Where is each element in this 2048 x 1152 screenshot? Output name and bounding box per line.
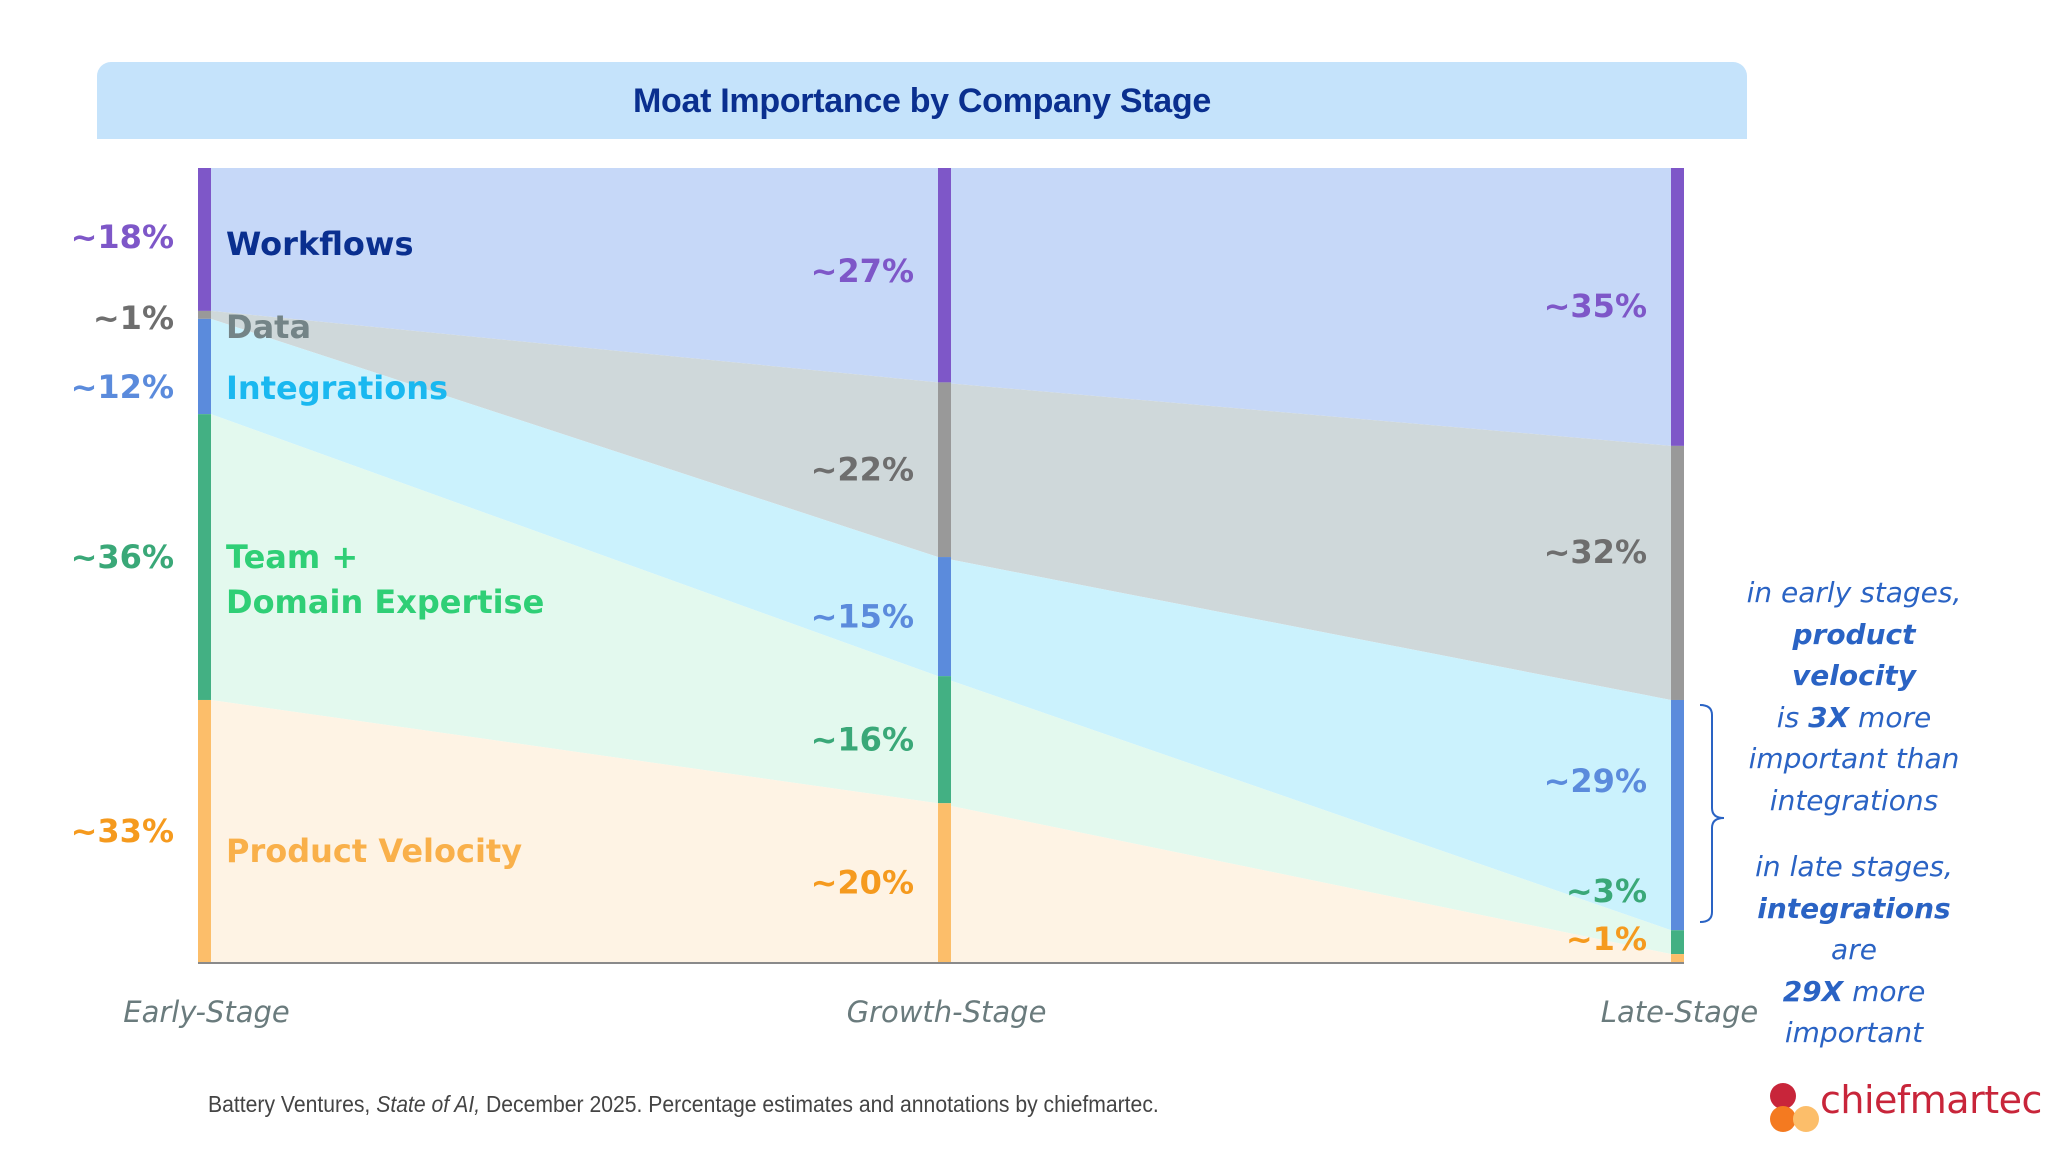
stage-label: Growth-Stage xyxy=(847,995,1047,1029)
bar-segment-late-stage-2 xyxy=(1671,699,1684,931)
series-name-label: Team + xyxy=(226,538,358,576)
title-banner: Moat Importance by Company Stage xyxy=(97,62,1747,139)
stage-labels: Early-Stage Growth-Stage Late-Stage xyxy=(123,995,1758,1029)
bar-segment-early-stage-0 xyxy=(198,168,211,311)
percent-label: ~3% xyxy=(1566,872,1647,910)
bar-segment-late-stage-1 xyxy=(1671,445,1684,700)
bar-segment-growth-stage-3 xyxy=(938,676,951,804)
bar-segment-growth-stage-2 xyxy=(938,557,951,677)
bar-segment-growth-stage-1 xyxy=(938,382,951,558)
percent-label: ~22% xyxy=(811,451,914,489)
bar-segment-growth-stage-0 xyxy=(938,168,951,383)
annotation-early: in early stages, product velocity is 3X … xyxy=(1746,576,1962,817)
percent-label: ~29% xyxy=(1544,762,1647,800)
logo-dot-yellow xyxy=(1793,1106,1819,1132)
stage-label: Late-Stage xyxy=(1601,995,1758,1029)
series-name-label: Domain Expertise xyxy=(226,583,544,621)
bar-segment-early-stage-1 xyxy=(198,310,211,319)
bar-segment-early-stage-4 xyxy=(198,699,211,962)
percent-label: ~35% xyxy=(1544,287,1647,325)
annotation-text: in early stages, product velocity is 3X … xyxy=(1740,572,1968,1054)
bar-segment-early-stage-3 xyxy=(198,414,211,700)
series-name-label: Workflows xyxy=(226,225,414,263)
percent-label: ~36% xyxy=(71,538,174,576)
percent-label: ~1% xyxy=(1566,920,1647,958)
bar-segment-early-stage-2 xyxy=(198,318,211,415)
percent-label: ~18% xyxy=(71,218,174,256)
percent-label: ~20% xyxy=(811,864,914,902)
logo-dot-orange xyxy=(1770,1106,1796,1132)
bar-segment-late-stage-0 xyxy=(1671,168,1684,446)
percent-label: ~32% xyxy=(1544,533,1647,571)
percent-label: ~33% xyxy=(71,812,174,850)
bar-segment-late-stage-3 xyxy=(1671,930,1684,955)
stage-bars xyxy=(198,168,1684,962)
series-name-label: Integrations xyxy=(226,369,448,407)
series-name-label: Data xyxy=(226,308,311,346)
category-labels: Workflows Data Integrations Team + Domain Ex… xyxy=(226,225,544,870)
chiefmartec-logo: chiefmartec xyxy=(1760,1070,2042,1132)
series-name-label: Product Velocity xyxy=(226,832,522,870)
annotation-late: in late stages, integrations are 29X mor… xyxy=(1755,850,1953,1049)
source-footer: Battery Ventures, State of AI, December … xyxy=(208,1091,1159,1117)
bracket xyxy=(1699,704,1725,923)
logo-dot-red xyxy=(1770,1083,1796,1109)
bar-segment-late-stage-4 xyxy=(1671,954,1684,962)
bar-segment-growth-stage-4 xyxy=(938,803,951,962)
percent-label: ~15% xyxy=(811,598,914,636)
percent-label: ~12% xyxy=(71,368,174,406)
percent-labels: ~18% ~27% ~35% ~1% ~22% ~32% ~12% ~15% ~29% ~36% ~… xyxy=(71,218,1647,958)
stage-label: Early-Stage xyxy=(123,995,289,1029)
logo-text: chiefmartec xyxy=(1820,1078,2042,1122)
percent-label: ~1% xyxy=(93,299,174,337)
percent-label: ~16% xyxy=(811,721,914,759)
percent-label: ~27% xyxy=(811,252,914,290)
chart-title: Moat Importance by Company Stage xyxy=(633,82,1211,120)
